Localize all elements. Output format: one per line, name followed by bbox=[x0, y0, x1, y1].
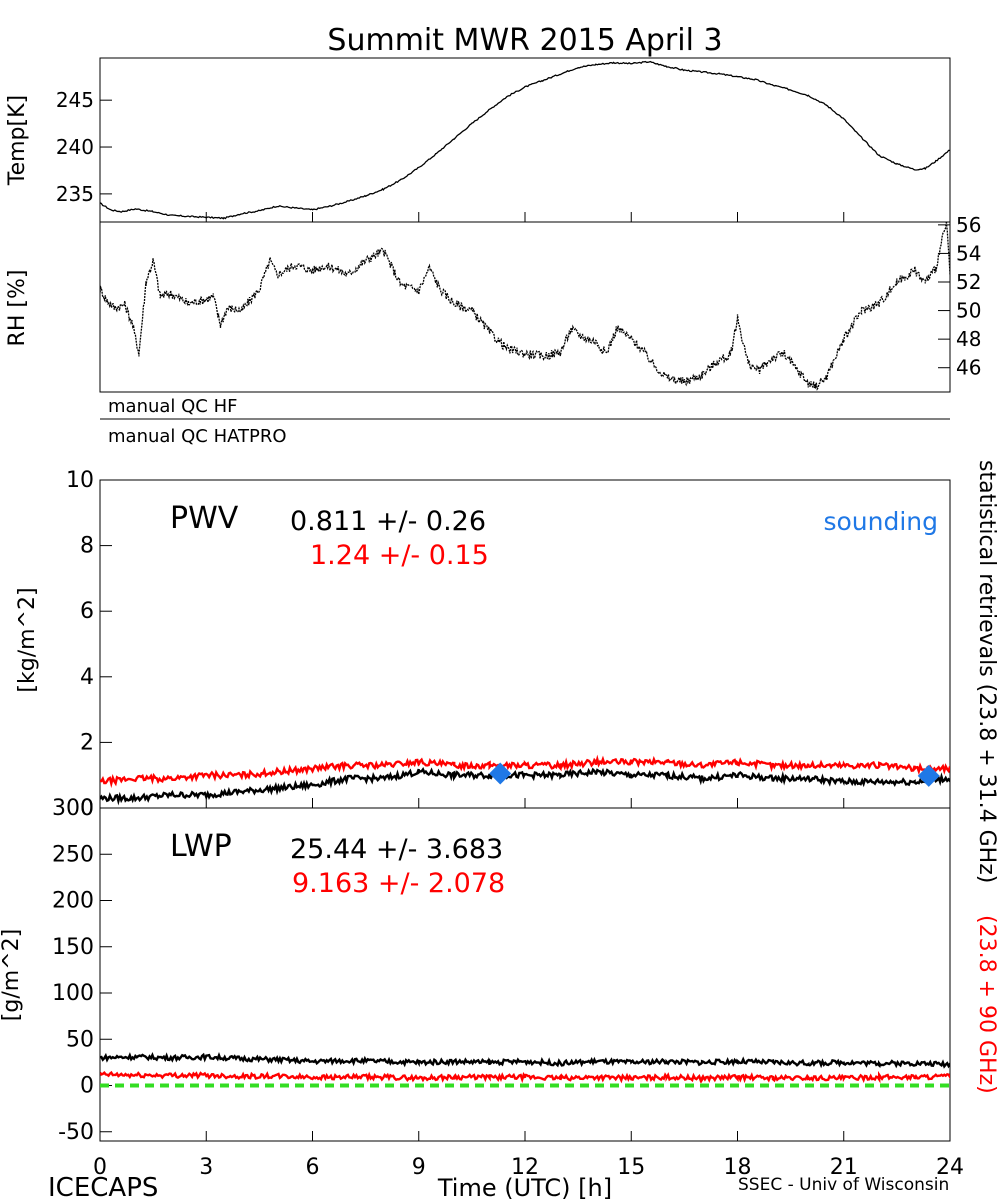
relative-humidity-ytick-label: 54 bbox=[956, 241, 981, 265]
pwv-ylabel: [kg/m^2] bbox=[15, 587, 40, 692]
pwv-annotation-0: 0.811 +/- 0.26 bbox=[290, 506, 486, 537]
pwv-annotation-1: 1.24 +/- 0.15 bbox=[310, 540, 489, 571]
relative-humidity-ytick-label: 50 bbox=[956, 299, 981, 323]
lwp-panel: -50 0 50 100 150 200 250 300 [g/m^2] LWP 25.44 +/-… bbox=[0, 796, 951, 1145]
pwv-ytick-label: 8 bbox=[80, 534, 94, 559]
xtick-label: 21 bbox=[830, 1155, 858, 1180]
lwp-annotation-1: 9.163 +/- 2.078 bbox=[292, 868, 505, 899]
figure-title: Summit MWR 2015 April 3 bbox=[327, 23, 722, 58]
right-label-red: (23.8 + 90 GHz) bbox=[974, 915, 999, 1094]
temperature-panel: 235 240 245 Temp[K] bbox=[5, 57, 951, 223]
relative-humidity-ylabel: RH [%] bbox=[5, 270, 30, 347]
temperature-ytick-label: 235 bbox=[56, 182, 94, 206]
qc-label-hatpro: manual QC HATPRO bbox=[108, 426, 287, 447]
lwp-series-1 bbox=[100, 1070, 950, 1084]
lwp-ytick-label: 200 bbox=[52, 889, 94, 914]
pwv-ytick-label: 4 bbox=[80, 665, 94, 690]
temperature-ytick-label: 245 bbox=[56, 88, 94, 112]
relative-humidity-ytick-label: 56 bbox=[956, 213, 981, 237]
pwv-ytick-label: 0 bbox=[80, 796, 94, 821]
pwv-title: PWV bbox=[170, 501, 239, 536]
lwp-title: LWP bbox=[170, 829, 232, 864]
pwv-annotation-2: sounding bbox=[823, 507, 938, 536]
lwp-ytick-label: 0 bbox=[80, 1074, 94, 1099]
xtick-label: 18 bbox=[724, 1155, 752, 1180]
qc-bars: manual QC HF manual QC HATPRO bbox=[100, 396, 950, 447]
relative-humidity-ytick-label: 46 bbox=[956, 356, 981, 380]
xtick-label: 6 bbox=[306, 1155, 320, 1180]
lwp-annotation-0: 25.44 +/- 3.683 bbox=[290, 834, 503, 865]
lwp-ytick-label: 300 bbox=[52, 796, 94, 821]
pwv-series-1 bbox=[100, 754, 950, 789]
relative-humidity-ytick-label: 48 bbox=[956, 327, 981, 351]
pwv-ytick-label: 10 bbox=[66, 468, 94, 493]
relative-humidity-series-0 bbox=[100, 222, 950, 391]
lwp-ytick-label: 50 bbox=[66, 1027, 94, 1052]
pwv-ytick-label: 2 bbox=[80, 730, 94, 755]
xtick-label: 24 bbox=[936, 1155, 964, 1180]
temperature-ytick-label: 240 bbox=[56, 135, 94, 159]
lwp-series-0 bbox=[100, 1051, 950, 1069]
lwp-ytick-label: 150 bbox=[52, 935, 94, 960]
x-axis-label: Time (UTC) [h] bbox=[437, 1174, 612, 1200]
xtick-label: 0 bbox=[93, 1155, 107, 1180]
xtick-label: 15 bbox=[617, 1155, 645, 1180]
lwp-ytick-label: 100 bbox=[52, 981, 94, 1006]
x-axis-time: 0 3 6 9 12 15 18 21 24 bbox=[93, 212, 964, 1180]
temperature-series-0 bbox=[100, 60, 950, 220]
xtick-label: 12 bbox=[511, 1155, 539, 1180]
pwv-panel: 0 2 4 6 8 10 [kg/m^2] PWV 0.811 +/- 0.261.24 +/-… bbox=[15, 468, 951, 821]
footer-right-label: SSEC - Univ of Wisconsin bbox=[738, 1175, 949, 1195]
temperature-ylabel: Temp[K] bbox=[5, 95, 30, 186]
lwp-ytick-label: 250 bbox=[52, 842, 94, 867]
right-label-black: statistical retrievals (23.8 + 31.4 GHz) bbox=[974, 460, 999, 883]
qc-label-hf: manual QC HF bbox=[108, 396, 237, 417]
lwp-ylabel: [g/m^2] bbox=[0, 929, 24, 1021]
relative-humidity-frame bbox=[99, 221, 951, 393]
footer-left-label: ICECAPS bbox=[48, 1173, 158, 1200]
lwp-ytick-label: -50 bbox=[58, 1120, 94, 1145]
relative-humidity-panel: 46 48 50 52 54 56 RH [%] bbox=[5, 213, 981, 393]
sounding-marker bbox=[489, 762, 512, 785]
temperature-frame bbox=[99, 57, 951, 223]
sounding-marker bbox=[917, 764, 940, 787]
pwv-series-0 bbox=[100, 766, 950, 806]
relative-humidity-ytick-label: 52 bbox=[956, 270, 981, 294]
pwv-ytick-label: 6 bbox=[80, 599, 94, 624]
xtick-label: 9 bbox=[412, 1155, 426, 1180]
xtick-label: 3 bbox=[199, 1155, 213, 1180]
